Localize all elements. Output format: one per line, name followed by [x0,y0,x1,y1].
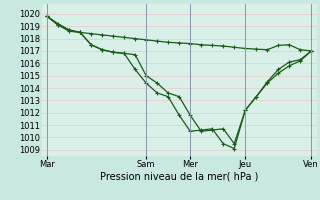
X-axis label: Pression niveau de la mer( hPa ): Pression niveau de la mer( hPa ) [100,172,258,182]
